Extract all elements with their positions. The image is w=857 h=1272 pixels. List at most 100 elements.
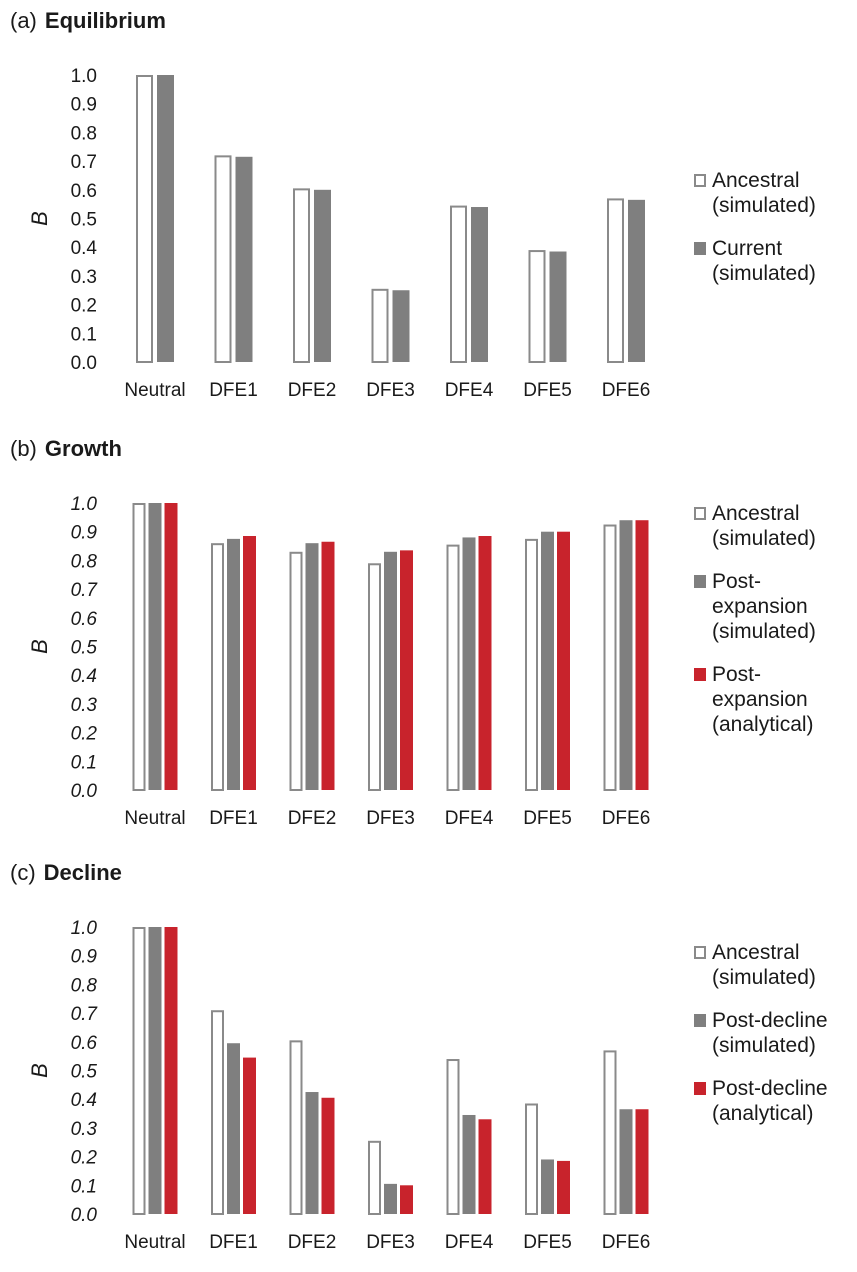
y-tick-label: 0.7 (71, 1004, 99, 1025)
bar-outline-dfe3 (368, 1140, 381, 1215)
legend: Ancestral (simulated) Post- expansion (si… (694, 501, 816, 755)
y-tick-label: 0.2 (71, 724, 98, 745)
x-tick-label: DFE5 (523, 380, 572, 401)
bar-gray-dfe4 (471, 207, 488, 362)
bar-red-dfe3 (400, 1185, 413, 1214)
bar-gray-dfe3 (392, 290, 410, 362)
bar-chart: 0.0 0.1 0.2 0.3 0.4 0.5 0.6 0.7 0.8 0.9 1.0 B Neutra… (27, 918, 651, 1253)
bar-red-dfe2 (321, 1097, 335, 1214)
panel-equilibrium: (a) Equilibrium 0.0 0.1 0.2 0.3 0.4 0.5 0.6 0.7 0… (0, 0, 857, 420)
x-tick-label: DFE5 (523, 1232, 572, 1253)
bar-outline-dfe2 (289, 1040, 303, 1215)
bar-gray-dfe1 (227, 538, 240, 790)
y-tick-label: 0.1 (71, 324, 97, 345)
bar-red-neutral (164, 927, 178, 1214)
bar-gray-dfe6 (619, 1109, 633, 1214)
panel-letter: (c) (10, 860, 36, 885)
y-axis-label: B (27, 211, 52, 226)
bar-outline-dfe5 (525, 538, 538, 791)
bar-outline-dfe6 (603, 1050, 617, 1215)
y-tick-label: 0.6 (71, 609, 98, 630)
x-tick-label: DFE4 (445, 1232, 494, 1253)
bar-outline-dfe4 (450, 205, 467, 363)
bar-gray-dfe6 (619, 520, 633, 790)
legend-item: Current (simulated) (694, 236, 816, 286)
bar-gray-dfe5 (549, 251, 567, 362)
y-tick-label: 0.1 (71, 1176, 97, 1197)
x-tick-label: DFE3 (366, 1232, 415, 1253)
bar-red-dfe1 (243, 536, 256, 790)
legend-item: Post- expansion (analytical) (694, 662, 816, 737)
y-tick-label: 0.0 (71, 353, 97, 374)
legend-item: Post-decline (simulated) (694, 1008, 828, 1058)
bar-gray-dfe3 (384, 551, 397, 790)
y-tick-label: 0.3 (71, 1119, 98, 1140)
bar-outline-dfe4 (446, 544, 460, 791)
bar-outline-dfe3 (368, 563, 381, 791)
y-tick-label: 0.0 (71, 781, 98, 802)
legend-item: Post-decline (analytical) (694, 1076, 828, 1126)
bar-gray-dfe2 (305, 543, 319, 790)
legend-swatch (694, 946, 706, 959)
legend-swatch (694, 575, 706, 588)
x-tick-label: DFE1 (209, 380, 258, 401)
bar-outline-dfe4 (446, 1059, 460, 1215)
y-tick-label: 0.7 (71, 152, 97, 173)
x-tick-label: DFE1 (209, 1232, 258, 1253)
x-tick-label: DFE2 (288, 808, 337, 829)
x-tick-label: Neutral (124, 1232, 185, 1253)
legend-swatch (694, 668, 706, 681)
bar-red-dfe5 (557, 531, 570, 790)
x-tick-label: DFE5 (523, 808, 572, 829)
bar-outline-dfe6 (603, 524, 617, 792)
bar-gray-neutral (148, 503, 162, 790)
y-tick-label: 0.0 (71, 1205, 98, 1226)
y-axis-label: B (27, 1063, 52, 1078)
panel-decline: (c) Decline 0.0 0.1 0.2 0.3 0.4 0.5 0.6 0.7 0.8 0.… (0, 852, 857, 1272)
bar-red-dfe6 (635, 520, 649, 790)
bar-outline-dfe1 (211, 1010, 224, 1215)
legend-label: Post-decline (analytical) (712, 1077, 828, 1125)
bar-outline-dfe2 (289, 551, 303, 792)
bar-gray-dfe2 (314, 189, 331, 362)
bar-chart: 0.0 0.1 0.2 0.3 0.4 0.5 0.6 0.7 0.8 0.9 1.0 B Neutra… (27, 66, 650, 401)
y-tick-label: 0.5 (71, 210, 97, 231)
bar-red-dfe2 (321, 541, 335, 790)
y-tick-label: 0.1 (71, 752, 97, 773)
y-tick-label: 0.6 (71, 1033, 98, 1054)
bar-red-dfe4 (478, 536, 492, 790)
x-tick-label: DFE6 (602, 1232, 651, 1253)
bar-outline-dfe1 (214, 155, 232, 363)
legend-item: Ancestral (simulated) (694, 168, 816, 218)
y-tick-label: 0.8 (71, 551, 98, 572)
bar-gray-dfe6 (628, 199, 645, 362)
y-tick-label: 1.0 (71, 918, 98, 939)
x-tick-label: DFE3 (366, 380, 415, 401)
panel-title-text: Growth (44, 436, 122, 461)
panel-letter: (a) (10, 8, 37, 33)
y-tick-label: 0.4 (71, 1090, 97, 1111)
x-tick-label: Neutral (124, 380, 185, 401)
bar-red-dfe3 (400, 550, 413, 790)
bar-red-dfe5 (557, 1160, 570, 1214)
y-tick-label: 1.0 (71, 494, 98, 515)
legend-item: Ancestral (simulated) (694, 940, 828, 990)
legend-swatch (694, 174, 706, 187)
y-tick-label: 0.9 (71, 523, 98, 544)
y-tick-label: 0.6 (71, 181, 97, 202)
bar-gray-neutral (157, 75, 174, 362)
panel-title: (c) Decline (10, 860, 122, 886)
bar-gray-neutral (148, 927, 162, 1214)
bar-gray-dfe1 (227, 1043, 240, 1214)
bar-gray-dfe4 (462, 537, 476, 790)
legend: Ancestral (simulated) Post-decline (simul… (694, 940, 828, 1144)
y-tick-label: 0.8 (71, 975, 98, 996)
legend: Ancestral (simulated) Current (simulated) (694, 168, 816, 304)
bar-gray-dfe4 (462, 1114, 476, 1214)
y-tick-label: 0.4 (71, 666, 97, 687)
legend-label: Post- expansion (simulated) (712, 570, 816, 643)
bar-outline-dfe5 (528, 250, 546, 364)
x-tick-label: DFE2 (288, 380, 337, 401)
y-tick-label: 0.5 (71, 638, 98, 659)
bar-gray-dfe5 (541, 531, 554, 790)
